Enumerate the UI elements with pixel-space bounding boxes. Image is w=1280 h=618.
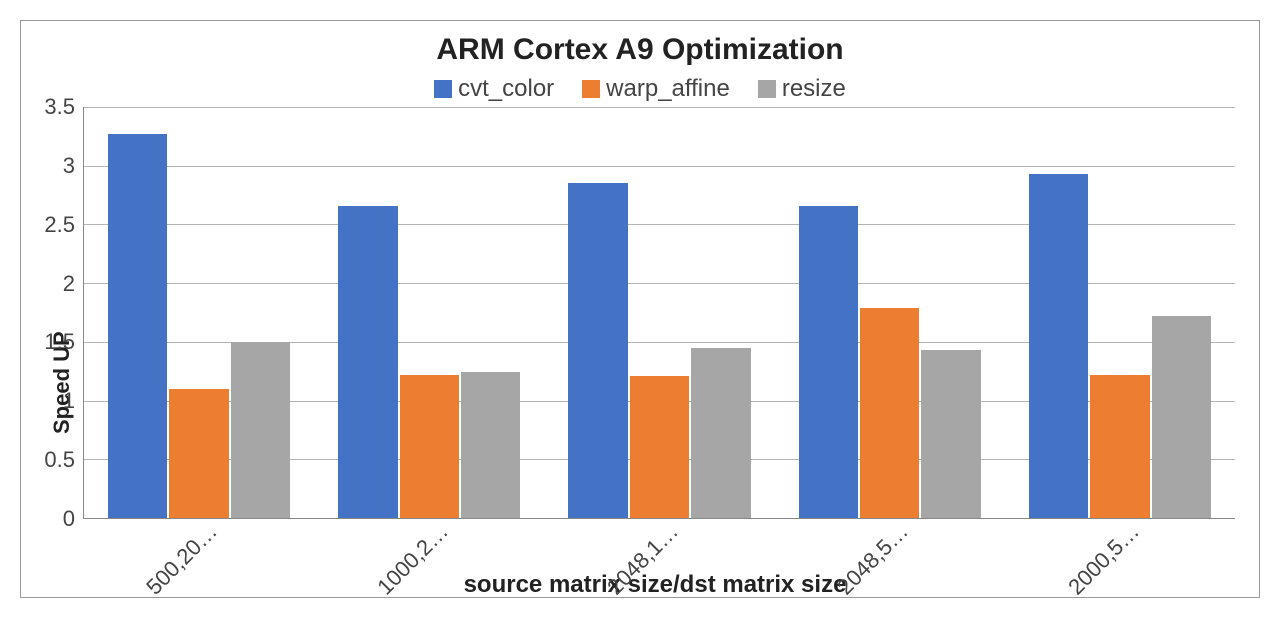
bar-group: [314, 107, 544, 518]
x-ticks-row: 500,20… 1000,2… 2048,1… 2048,5… 2000,5… …: [75, 519, 1235, 589]
chart-body: Speed UP 3.5 3 2.5 2 1.5 1 0.5 0: [45, 107, 1235, 589]
bar-group: [84, 107, 314, 518]
bar-warp-affine: [1090, 375, 1149, 518]
bar-resize: [921, 350, 980, 518]
legend-label: warp_affine: [606, 75, 730, 103]
bar-warp-affine: [169, 389, 228, 518]
plot-column: 3.5 3 2.5 2 1.5 1 0.5 0: [75, 107, 1235, 589]
bar-group: [544, 107, 774, 518]
bar-cvt-color: [1029, 174, 1088, 518]
chart-frame: ARM Cortex A9 Optimization cvt_color war…: [20, 20, 1260, 598]
bar-warp-affine: [400, 375, 459, 518]
legend-item-resize: resize: [758, 75, 846, 103]
bar-warp-affine: [860, 308, 919, 518]
bar-resize: [1152, 316, 1211, 518]
legend-item-cvt-color: cvt_color: [434, 75, 554, 103]
bar-cvt-color: [108, 134, 167, 518]
bar-group: [775, 107, 1005, 518]
bar-cvt-color: [338, 206, 397, 518]
bar-groups: [84, 107, 1235, 518]
x-axis-label: source matrix size/dst matrix size: [75, 571, 1235, 599]
legend-item-warp-affine: warp_affine: [582, 75, 730, 103]
bar-group: [1005, 107, 1235, 518]
y-ticks: 3.5 3 2.5 2 1.5 1 0.5 0: [75, 107, 83, 519]
legend-label: cvt_color: [458, 75, 554, 103]
swatch-icon: [758, 80, 776, 98]
legend: cvt_color warp_affine resize: [45, 75, 1235, 103]
bar-cvt-color: [568, 183, 627, 518]
chart-title: ARM Cortex A9 Optimization: [45, 33, 1235, 67]
bar-resize: [691, 348, 750, 518]
legend-label: resize: [782, 75, 846, 103]
plot-area: [83, 107, 1235, 519]
bar-resize: [231, 342, 290, 518]
swatch-icon: [582, 80, 600, 98]
swatch-icon: [434, 80, 452, 98]
bar-warp-affine: [630, 376, 689, 518]
bar-resize: [461, 372, 520, 518]
plot-row: 3.5 3 2.5 2 1.5 1 0.5 0: [75, 107, 1235, 519]
bar-cvt-color: [799, 206, 858, 518]
